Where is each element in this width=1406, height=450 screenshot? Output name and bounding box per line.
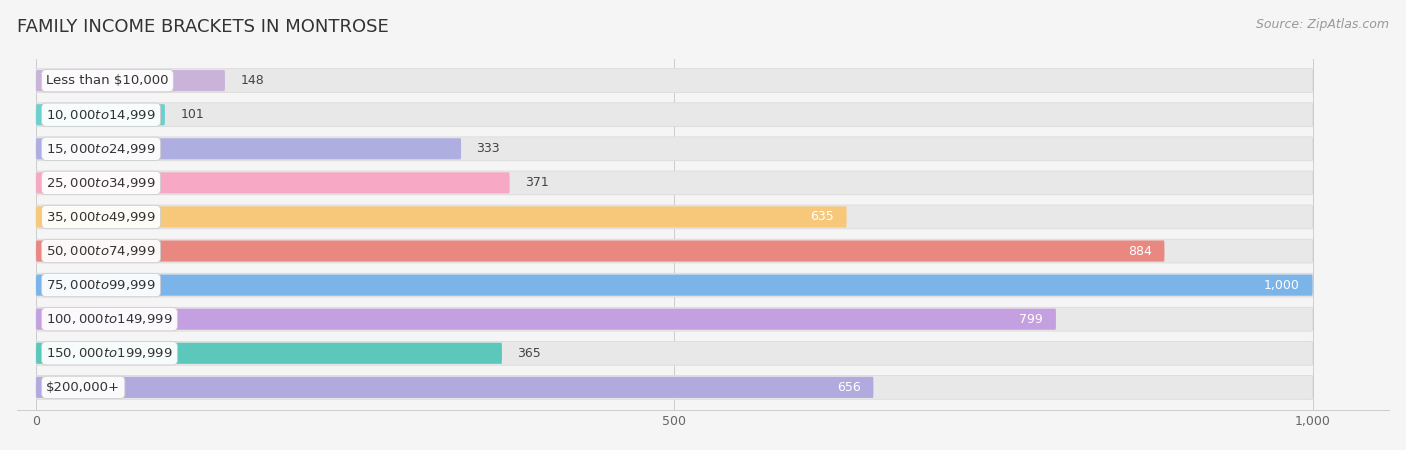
Text: $150,000 to $199,999: $150,000 to $199,999 xyxy=(46,346,173,360)
Text: $50,000 to $74,999: $50,000 to $74,999 xyxy=(46,244,156,258)
FancyBboxPatch shape xyxy=(37,70,225,91)
FancyBboxPatch shape xyxy=(37,104,165,125)
Text: Source: ZipAtlas.com: Source: ZipAtlas.com xyxy=(1256,18,1389,31)
Text: 365: 365 xyxy=(517,347,541,360)
FancyBboxPatch shape xyxy=(37,137,1313,161)
Text: $100,000 to $149,999: $100,000 to $149,999 xyxy=(46,312,173,326)
FancyBboxPatch shape xyxy=(37,172,509,194)
Text: $35,000 to $49,999: $35,000 to $49,999 xyxy=(46,210,156,224)
Text: $15,000 to $24,999: $15,000 to $24,999 xyxy=(46,142,156,156)
FancyBboxPatch shape xyxy=(37,343,502,364)
FancyBboxPatch shape xyxy=(37,69,1313,93)
FancyBboxPatch shape xyxy=(37,309,1056,330)
Text: 333: 333 xyxy=(477,142,501,155)
FancyBboxPatch shape xyxy=(37,375,1313,399)
Text: 101: 101 xyxy=(180,108,204,121)
FancyBboxPatch shape xyxy=(37,171,1313,195)
FancyBboxPatch shape xyxy=(37,377,873,398)
FancyBboxPatch shape xyxy=(37,207,846,228)
Text: Less than $10,000: Less than $10,000 xyxy=(46,74,169,87)
FancyBboxPatch shape xyxy=(37,240,1164,261)
Text: 656: 656 xyxy=(837,381,860,394)
FancyBboxPatch shape xyxy=(37,342,1313,365)
FancyBboxPatch shape xyxy=(37,205,1313,229)
Text: 1,000: 1,000 xyxy=(1264,279,1299,292)
Text: 148: 148 xyxy=(240,74,264,87)
Text: $10,000 to $14,999: $10,000 to $14,999 xyxy=(46,108,156,122)
Text: 635: 635 xyxy=(810,211,834,224)
Text: $75,000 to $99,999: $75,000 to $99,999 xyxy=(46,278,156,292)
FancyBboxPatch shape xyxy=(37,273,1313,297)
Text: $25,000 to $34,999: $25,000 to $34,999 xyxy=(46,176,156,190)
FancyBboxPatch shape xyxy=(37,307,1313,331)
FancyBboxPatch shape xyxy=(37,239,1313,263)
Text: FAMILY INCOME BRACKETS IN MONTROSE: FAMILY INCOME BRACKETS IN MONTROSE xyxy=(17,18,388,36)
FancyBboxPatch shape xyxy=(37,103,1313,126)
FancyBboxPatch shape xyxy=(37,138,461,159)
Text: 884: 884 xyxy=(1128,244,1152,257)
FancyBboxPatch shape xyxy=(37,274,1313,296)
Text: 371: 371 xyxy=(524,176,548,189)
Text: $200,000+: $200,000+ xyxy=(46,381,121,394)
Text: 799: 799 xyxy=(1019,313,1043,326)
